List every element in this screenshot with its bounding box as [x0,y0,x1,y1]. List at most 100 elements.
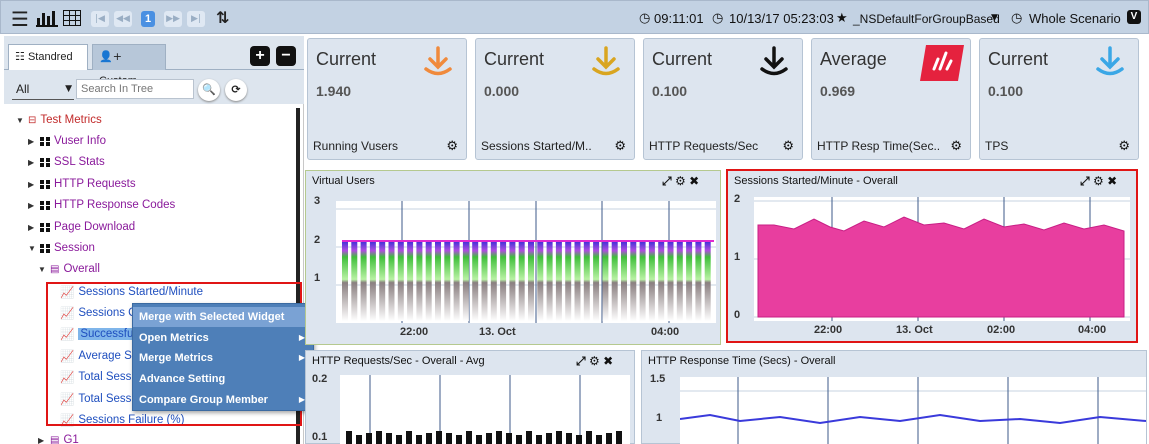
expand-icon[interactable]: ⤢ [576,354,586,368]
close-icon[interactable]: ✖ [603,354,614,368]
bar [486,433,492,444]
group-icon [40,157,50,167]
menu-item-merge-selected[interactable]: Merge with Selected Widget [133,307,313,327]
scenario-badge-icon[interactable]: V [1127,10,1141,24]
close-icon[interactable]: ✖ [1107,174,1118,188]
tree-search-input[interactable]: Search In Tree [76,79,194,99]
bar [406,431,412,444]
widget-sessions-started[interactable]: Sessions Started/Minute - Overall ⤢ ⚙ ✖ … [727,170,1137,342]
calendar-clock-icon: ◷ [712,11,724,26]
widget-http-requests[interactable]: HTTP Requests/Sec - Overall - Avg ⤢ ⚙ ✖ … [305,350,635,444]
tree-leaf-successful[interactable]: 📈 Successful [60,327,138,341]
date-time: 10/13/17 05:23:03 [729,11,834,26]
clock-icon: ◷ [639,11,651,26]
bar [369,241,376,321]
tree-leaf-average-session[interactable]: 📈 Average Se [60,349,139,363]
bar [376,431,382,444]
tree-leaf-total-sessions-1[interactable]: 📈 Total Sessio [60,370,141,384]
metric-card-http-resp-time[interactable]: Average 0.969 HTTP Resp Time(Sec.. ⚙ [811,38,971,160]
bar [606,433,612,444]
metric-card-sessions-started[interactable]: Current 0.000 Sessions Started/M.. ⚙ [475,38,635,160]
close-icon[interactable]: ✖ [689,174,700,188]
download-arrow-icon [1096,46,1124,76]
gear-icon[interactable]: ⚙ [674,174,686,188]
group-icon [40,222,50,232]
metric-card-running-vusers[interactable]: Current 1.940 Running Vusers ⚙ [307,38,467,160]
tab-standred[interactable]: ☷ Standred [8,44,88,70]
filter-select[interactable]: All ▼ [12,80,74,100]
bar [453,241,460,321]
expand-icon[interactable]: ⤢ [1080,174,1090,188]
tree-node-page-download[interactable]: ▶ Page Download [28,221,136,233]
refresh-icon[interactable]: ⟳ [225,79,247,101]
tree-node-session[interactable]: ▼ Session [28,242,95,254]
metrics-tree-panel: ☷ Standred 👤+ Custom + − All ▼ Search In… [4,36,304,444]
expand-icon[interactable]: ⤢ [662,174,672,188]
gear-icon[interactable]: ⚙ [1118,139,1130,154]
bar [658,241,665,321]
line-chart-icon: 📈 [60,306,75,320]
sessions-started-chart [754,197,1130,321]
menu-item-compare-group[interactable]: Compare Group Member ▶ [133,390,313,410]
tree-leaf-sessions-started[interactable]: 📈 Sessions Started/Minute [60,285,203,299]
search-icon[interactable]: 🔍 [198,79,220,101]
bar-chart-view-icon[interactable] [36,10,58,27]
previous-page-icon[interactable]: ◀◀ [114,11,132,27]
menu-item-open-metrics[interactable]: Open Metrics ▶ [133,328,313,348]
tree-node-ssl-stats[interactable]: ▶ SSL Stats [28,156,105,168]
tree-leaf-sessions-failure[interactable]: 📈 Sessions Failure (%) [60,413,185,427]
menu-item-advance-setting[interactable]: Advance Setting [139,373,226,385]
star-icon[interactable]: ★ [836,11,848,26]
first-page-icon[interactable]: |◀ [91,11,109,27]
submenu-arrow-icon: ▶ [298,333,305,342]
gear-icon[interactable]: ⚙ [614,139,626,154]
bar [611,241,618,321]
top-toolbar: ☰ |◀ ◀◀ 1 ▶▶ ▶| ⇅ ◷ 09:11:01 ◷ 10/13/17 … [0,0,1149,34]
favorite-name[interactable]: _NSDefaultForGroupBased [853,12,1000,26]
metric-card-tps[interactable]: Current 0.100 TPS ⚙ [979,38,1139,160]
tree-node-g1[interactable]: ▶ ▤ G1 [38,434,79,444]
page-number[interactable]: 1 [141,11,155,27]
scenario-name[interactable]: Whole Scenario [1029,11,1121,26]
tree-node-test-metrics[interactable]: ▼ ⊟ Test Metrics [16,114,102,126]
line-chart-icon: 📈 [60,285,75,299]
bar [704,241,711,321]
menu-item-merge-metrics[interactable]: Merge Metrics ▶ [133,348,313,368]
bar [593,241,600,321]
bar [509,241,516,321]
tree-leaf-total-sessions-2[interactable]: 📈 Total Sessio [60,392,141,406]
group-icon [40,179,50,189]
chevron-down-icon: ▼ [65,84,72,94]
gear-icon[interactable]: ⚙ [782,139,794,154]
tree-scrollbar[interactable] [296,108,300,444]
gear-icon[interactable]: ⚙ [588,354,600,368]
gear-icon[interactable]: ⚙ [950,139,962,154]
tree-node-http-response-codes[interactable]: ▶ HTTP Response Codes [28,199,176,211]
expand-all-button[interactable]: + [250,46,270,66]
tree-leaf-sessions-completed[interactable]: 📈 Sessions Co [60,306,143,320]
tab-custom[interactable]: 👤+ Custom [92,44,166,87]
metric-card-http-requests[interactable]: Current 0.100 HTTP Requests/Sec ⚙ [643,38,803,160]
gear-icon[interactable]: ⚙ [1092,174,1104,188]
table-view-icon[interactable] [63,10,81,26]
collapse-all-button[interactable]: − [276,46,296,66]
favorite-dropdown-icon[interactable]: ▼ [991,13,998,23]
menu-icon[interactable]: ☰ [11,7,29,31]
tree-node-vuser-info[interactable]: ▶ Vuser Info [28,135,106,147]
widget-virtual-users[interactable]: Virtual Users ⤢ ⚙ ✖ 3 2 1 22:00 13. Oct … [305,170,721,345]
bar [351,241,358,321]
last-page-icon[interactable]: ▶| [187,11,205,27]
context-menu: Merge with Selected Widget Open Metrics … [132,303,314,411]
gear-icon[interactable]: ⚙ [446,139,458,154]
bar [546,241,553,321]
group-icon [40,136,50,146]
sort-arrows-icon[interactable]: ⇅ [216,8,230,27]
download-arrow-icon [424,46,452,76]
next-page-icon[interactable]: ▶▶ [164,11,182,27]
tree-node-http-requests[interactable]: ▶ HTTP Requests [28,178,136,190]
folder-icon: ▤ [50,434,60,444]
line-series [680,413,1146,425]
widget-http-response-time[interactable]: HTTP Response Time (Secs) - Overall 1.5 … [641,350,1147,444]
list-icon: ☷ [15,50,25,63]
tree-node-overall[interactable]: ▼ ▤ Overall [38,263,100,275]
